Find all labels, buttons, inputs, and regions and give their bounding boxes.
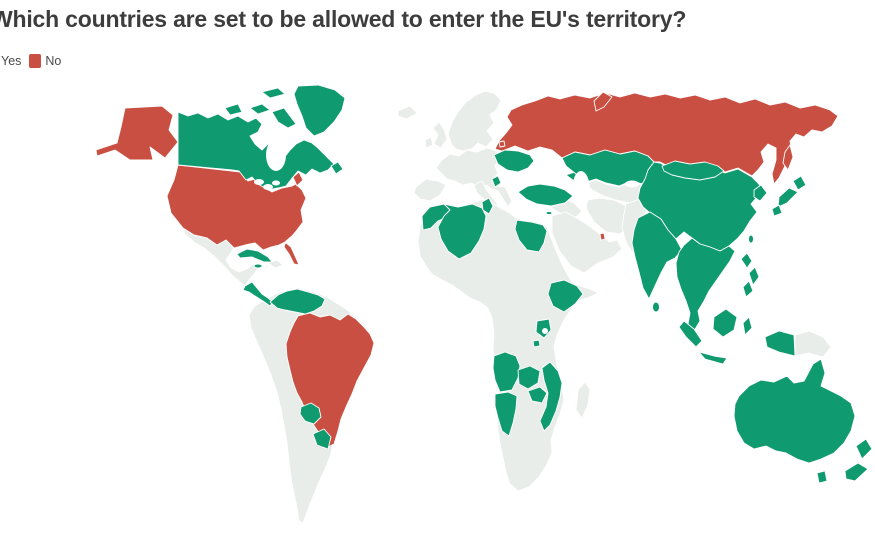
map-yes-regions (177, 84, 873, 484)
legend-item-no: No (29, 54, 61, 68)
country-mozambique (539, 361, 563, 432)
legend-yes-label: Yes (1, 54, 22, 68)
country-rwanda (532, 339, 541, 348)
region-central-europe (435, 147, 513, 208)
great-lake-2 (263, 184, 273, 190)
country-new-zealand-north (855, 438, 873, 460)
country-alaska (95, 105, 179, 161)
country-canada-island-1 (249, 103, 271, 115)
country-mongolia (661, 160, 725, 181)
country-russia-kaliningrad (498, 140, 506, 148)
country-japan-hokkaido (792, 175, 807, 191)
country-tasmania (816, 470, 828, 484)
country-taiwan (748, 234, 754, 244)
country-indonesia-sumatra (678, 320, 703, 348)
region-indochina (675, 237, 736, 332)
region-central-america (242, 281, 274, 307)
country-canada-victoria-island (224, 103, 243, 116)
country-canada-baffin (271, 107, 297, 129)
country-philippines-visayas (748, 266, 760, 286)
country-egypt (514, 219, 548, 253)
country-japan-honshu (777, 187, 799, 208)
country-tunisia (481, 197, 494, 215)
country-papua-new-guinea (794, 330, 832, 358)
great-lake-3 (272, 180, 280, 186)
country-jamaica (253, 263, 263, 269)
legend-no-color (29, 54, 42, 68)
country-venezuela (269, 288, 326, 315)
country-uruguay (312, 428, 332, 450)
country-qatar (599, 232, 606, 241)
country-ethiopia (547, 279, 584, 313)
country-greenland (293, 84, 346, 137)
country-usa-maine (292, 171, 304, 187)
country-zimbabwe (527, 386, 548, 404)
page-title: Which countries are set to be allowed to… (0, 6, 687, 32)
country-usa (166, 164, 307, 266)
country-cyprus (545, 211, 553, 215)
country-canada-newfoundland (330, 161, 344, 175)
hudson-strait (282, 128, 300, 148)
black-sea (509, 172, 539, 186)
country-russia-sakhalin (782, 144, 794, 171)
country-ukraine (493, 149, 535, 173)
country-zambia (517, 365, 541, 390)
country-namibia (494, 391, 518, 437)
country-indonesia-java (698, 351, 728, 365)
map-no-small-regions (498, 140, 606, 241)
lake-victoria (542, 328, 548, 334)
country-indonesia-sulawesi (742, 316, 753, 336)
legend-item-yes: Yes (0, 54, 21, 68)
country-angola (492, 351, 521, 393)
hudson-bay (266, 139, 286, 171)
legend-no-label: No (45, 54, 62, 68)
country-iceland (397, 105, 418, 120)
great-lake-1 (254, 179, 264, 185)
country-serbia (491, 175, 502, 188)
country-cuba (236, 248, 273, 263)
region-arabian-peninsula (551, 211, 623, 274)
country-uk (432, 121, 448, 149)
country-korea (753, 184, 768, 202)
region-scandinavia (447, 90, 502, 152)
lake-balkhash (625, 180, 639, 188)
country-turkey (517, 183, 574, 207)
country-sri-lanka (652, 301, 660, 313)
country-indonesia-borneo (712, 308, 738, 338)
legend: Yes No (0, 54, 61, 68)
country-australia (733, 358, 856, 464)
country-japan-kyushu (771, 204, 783, 217)
country-west-papua (764, 330, 796, 357)
caspian-sea (572, 171, 590, 209)
map-water-bodies (254, 128, 639, 334)
country-algeria (437, 203, 487, 260)
legend-no-swatch (29, 54, 42, 68)
country-philippines-mindanao (742, 280, 754, 298)
country-india (631, 211, 683, 300)
country-philippines-luzon (740, 252, 753, 269)
country-ireland (424, 136, 434, 149)
country-new-zealand-south (844, 462, 869, 482)
country-madagascar (575, 381, 591, 419)
country-canada-ellesmere (261, 87, 286, 99)
country-paraguay (299, 402, 322, 425)
world-map-svg (95, 84, 873, 524)
region-iberia (413, 178, 447, 202)
world-map (0, 84, 875, 535)
country-russia-novaya-zemlya (593, 91, 613, 112)
